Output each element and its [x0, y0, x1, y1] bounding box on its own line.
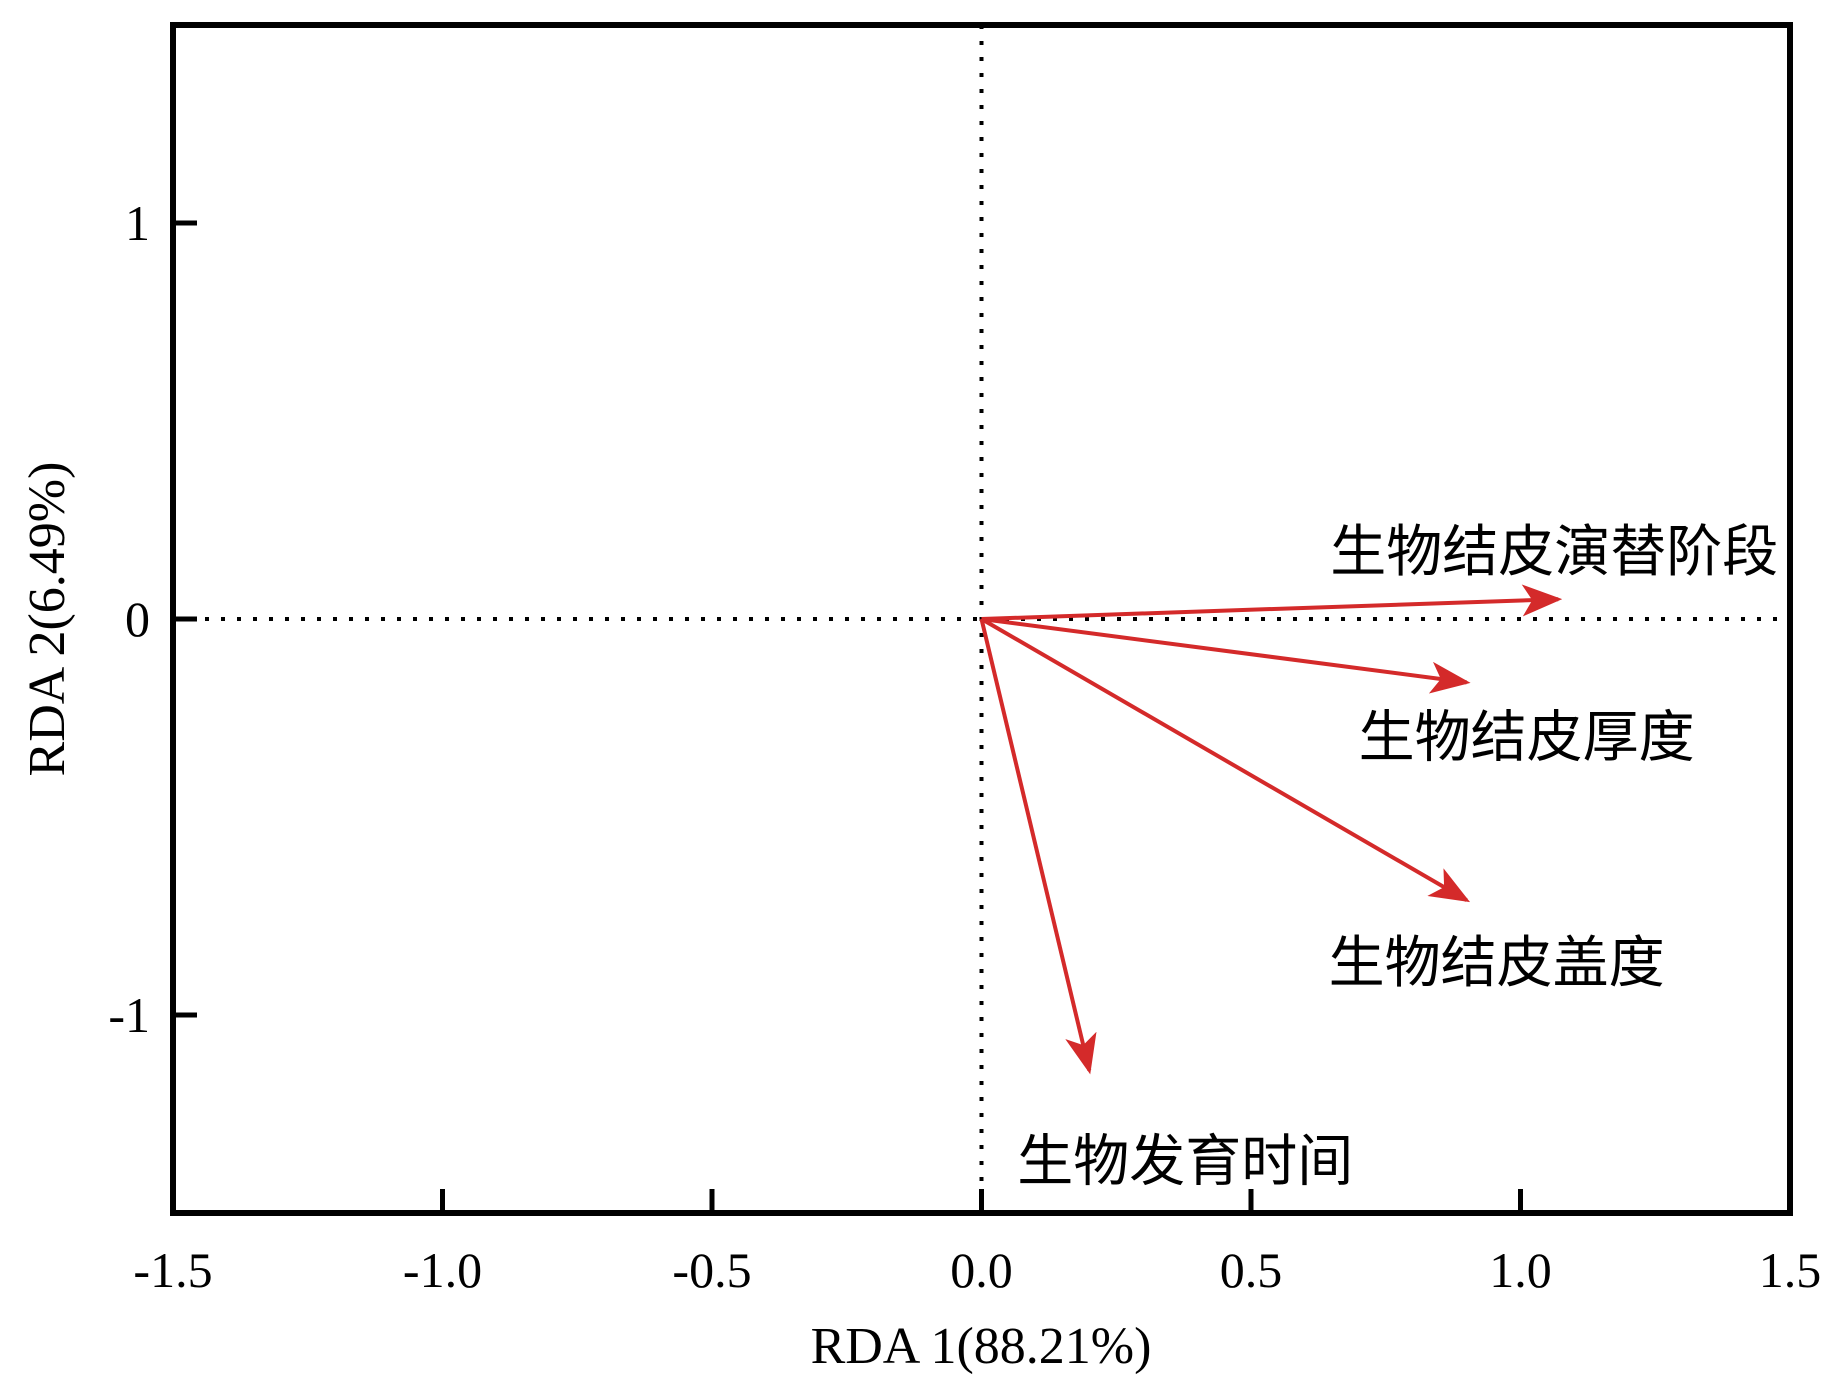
- x-tick-label-3: 0.0: [950, 1242, 1013, 1298]
- arrow-2: [980, 617, 1471, 903]
- arrow-1: [981, 617, 1471, 694]
- arrow-3: [979, 618, 1097, 1075]
- x-axis-title: RDA 1(88.21%): [811, 1318, 1152, 1375]
- y-tick-label-2: -1: [108, 987, 150, 1043]
- y-tick-label-1: 0: [125, 591, 150, 647]
- arrow-label-2: 生物结皮盖度: [1329, 931, 1665, 996]
- arrow-label-3: 生物发育时间: [1017, 1129, 1353, 1194]
- arrow-label-1: 生物结皮厚度: [1359, 705, 1695, 770]
- arrow-layer: [979, 584, 1563, 1075]
- x-tick-label-2: -0.5: [672, 1242, 751, 1298]
- x-tick-label-6: 1.5: [1759, 1242, 1822, 1298]
- x-tick-label-0: -1.5: [133, 1242, 212, 1298]
- x-tick-label-1: -1.0: [403, 1242, 482, 1298]
- arrow-0: [981, 584, 1563, 621]
- y-axis-title: RDA 2(6.49%): [19, 462, 76, 777]
- y-tick-label-0: 1: [125, 195, 150, 251]
- arrow-label-0: 生物结皮演替阶段: [1330, 520, 1778, 585]
- x-tick-label-4: 0.5: [1220, 1242, 1283, 1298]
- x-tick-label-5: 1.0: [1489, 1242, 1552, 1298]
- tick-layer: -1.5 -1.0 -0.5 0.0 0.5 1.0 1.5 1 0 -1: [108, 195, 1821, 1298]
